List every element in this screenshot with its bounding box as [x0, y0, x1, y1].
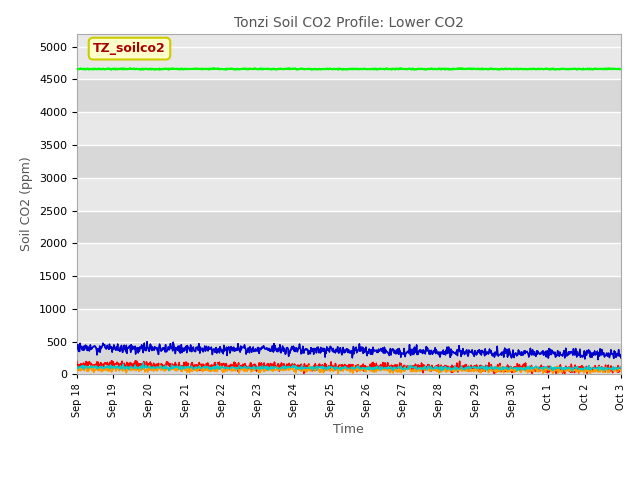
Bar: [77, 112, 621, 145]
Bar: [77, 211, 621, 243]
Title: Tonzi Soil CO2 Profile: Lower CO2: Tonzi Soil CO2 Profile: Lower CO2: [234, 16, 464, 30]
Bar: [77, 47, 621, 80]
Bar: [77, 178, 621, 211]
Bar: [77, 145, 621, 178]
Bar: [77, 342, 621, 374]
Bar: [77, 80, 621, 112]
X-axis label: Time: Time: [333, 423, 364, 436]
Bar: [77, 276, 621, 309]
Text: TZ_soilco2: TZ_soilco2: [93, 42, 166, 55]
Bar: [77, 309, 621, 342]
Bar: [77, 243, 621, 276]
Y-axis label: Soil CO2 (ppm): Soil CO2 (ppm): [20, 156, 33, 252]
